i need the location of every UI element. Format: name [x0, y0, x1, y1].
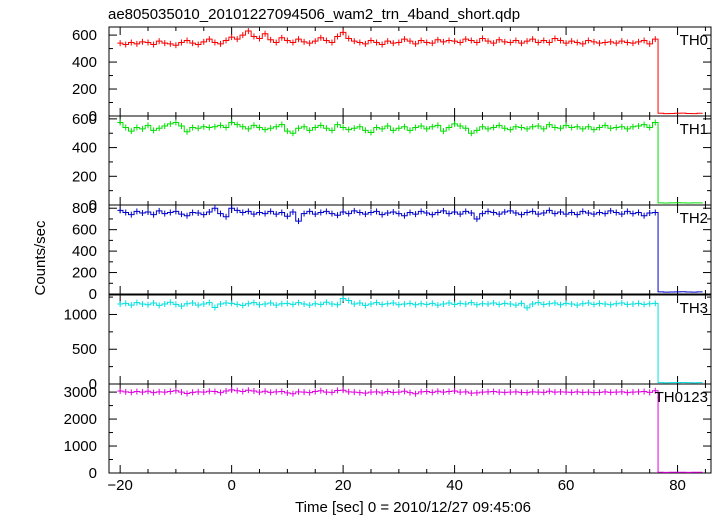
- panel-th2: 0 200 400 600 800 TH2: [72, 200, 712, 303]
- panel-frame: [108, 294, 712, 385]
- y-tick-label: 1000: [64, 306, 97, 323]
- y-tick-label: 1000: [64, 438, 97, 455]
- error-bars: [119, 28, 656, 49]
- y-tick-label: 400: [72, 243, 97, 260]
- panel-label: TH1: [680, 121, 708, 138]
- error-bars: [119, 119, 656, 137]
- x-tick-label: −20: [107, 477, 132, 494]
- panel-frame: [108, 383, 712, 474]
- y-tick-label: 600: [72, 222, 97, 239]
- x-tick-label: 60: [558, 477, 575, 494]
- y-tick-label: 600: [72, 27, 97, 44]
- y-tick-label: 2000: [64, 411, 97, 428]
- y-tick-label: 0: [89, 197, 97, 214]
- series-line-th2: [117, 207, 703, 293]
- y-tick-label: 0: [89, 465, 97, 482]
- panel-label: TH0: [680, 32, 708, 49]
- x-tick-label: 80: [669, 477, 686, 494]
- series-line-th1: [117, 121, 703, 204]
- error-bars: [119, 205, 656, 225]
- panel-th0123: 0 1000 2000 3000 TH0123: [64, 383, 712, 482]
- series-line-th3: [117, 297, 703, 384]
- x-axis-label: Time [sec] 0 = 2010/12/27 09:45:06: [295, 499, 531, 516]
- y-tick-label: 200: [72, 265, 97, 282]
- y-tick-label: 0: [89, 376, 97, 393]
- y-tick-label: 500: [72, 341, 97, 358]
- y-tick-label: 0: [89, 286, 97, 303]
- panel-label: TH2: [680, 210, 708, 227]
- y-tick-label: 800: [72, 200, 97, 217]
- chart-title: ae805035010_20101227094506_wam2_trn_4ban…: [108, 6, 520, 23]
- panel-label: TH0123: [655, 389, 708, 406]
- y-tick-label: 200: [72, 81, 97, 98]
- panel-th0: 0 200 400 600 TH0: [72, 26, 712, 125]
- y-tick-label: 3000: [64, 384, 97, 401]
- series-line-th0123: [117, 389, 703, 473]
- y-tick-label: 400: [72, 140, 97, 157]
- y-tick-label: 0: [89, 108, 97, 125]
- panel-th1: 0 200 400 600 TH1: [72, 111, 712, 214]
- panel-frame: [108, 204, 712, 295]
- panel-th3: 0 500 1000 TH3: [64, 294, 712, 393]
- y-tick-label: 600: [72, 111, 97, 128]
- y-tick-label: 400: [72, 54, 97, 71]
- x-tick-label: 0: [227, 477, 235, 494]
- x-tick-label: 40: [446, 477, 463, 494]
- error-bars: [119, 386, 656, 397]
- y-tick-label: 200: [72, 168, 97, 185]
- y-axis-label: Counts/sec: [32, 220, 49, 296]
- error-bars: [119, 295, 656, 311]
- panel-label: TH3: [680, 300, 708, 317]
- x-tick-label: 20: [335, 477, 352, 494]
